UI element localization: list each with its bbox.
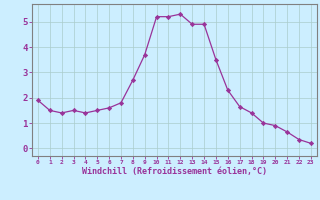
X-axis label: Windchill (Refroidissement éolien,°C): Windchill (Refroidissement éolien,°C) [82, 167, 267, 176]
